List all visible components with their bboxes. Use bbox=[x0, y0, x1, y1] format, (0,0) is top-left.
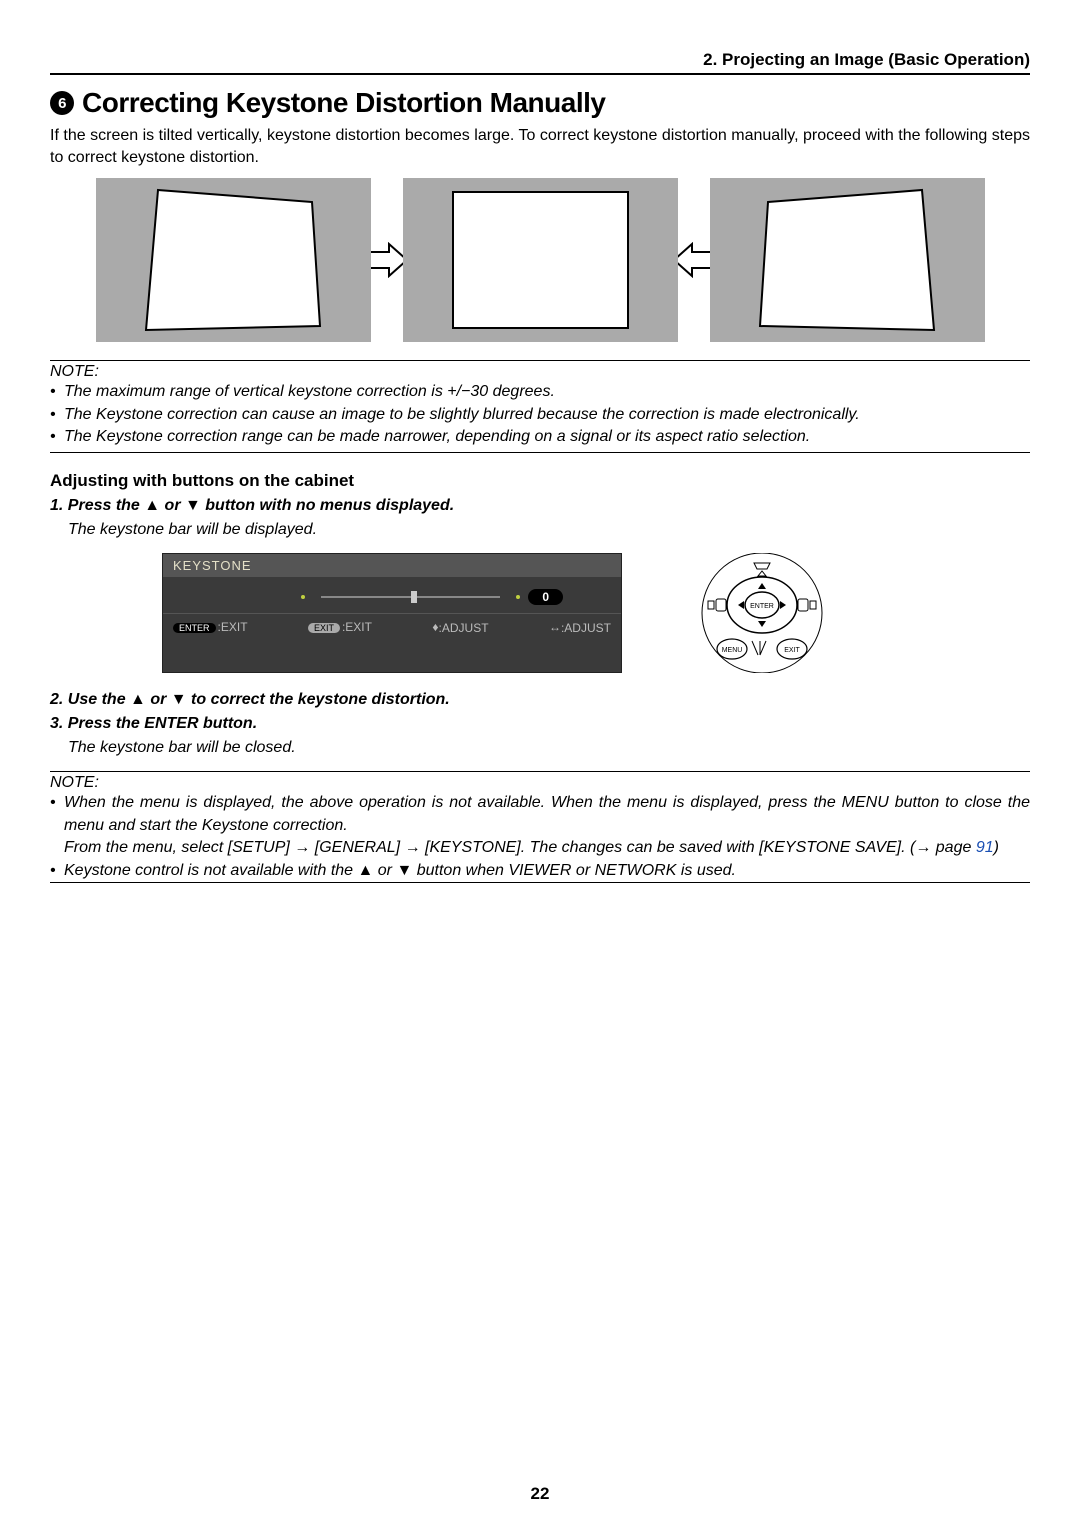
section-intro: If the screen is tilted vertically, keys… bbox=[50, 125, 1030, 168]
note2-label: NOTE: bbox=[50, 774, 1030, 792]
slider-track bbox=[321, 596, 500, 598]
osd-adjv-hint: ♦:ADJUST bbox=[432, 620, 488, 635]
slider-tick-right bbox=[516, 595, 520, 599]
step-1: 1. Press the ▲ or ▼ button with no menus… bbox=[50, 497, 1030, 515]
osd-title: KEYSTONE bbox=[163, 554, 621, 577]
svg-text:MENU: MENU bbox=[722, 647, 743, 654]
note-list-1: The maximum range of vertical keystone c… bbox=[50, 381, 1030, 448]
osd-illustration-row: KEYSTONE 0 ENTER:EXIT EXIT:EXIT ♦:ADJUST… bbox=[162, 553, 1030, 673]
page-link[interactable]: 91 bbox=[976, 839, 994, 856]
slider-thumb bbox=[411, 591, 417, 603]
slider-tick-left bbox=[301, 595, 305, 599]
note2-item-1: When the menu is displayed, the above op… bbox=[50, 792, 1030, 859]
osd-footer: ENTER:EXIT EXIT:EXIT ♦:ADJUST ↔:ADJUST bbox=[163, 613, 621, 641]
step-2: 2. Use the ▲ or ▼ to correct the keyston… bbox=[50, 691, 1030, 709]
note-label: NOTE: bbox=[50, 363, 1030, 381]
exit-pill: EXIT bbox=[308, 623, 340, 633]
osd-exit-hint: EXIT:EXIT bbox=[308, 620, 372, 635]
note1-item: The Keystone correction can cause an ima… bbox=[50, 404, 1030, 426]
svg-text:EXIT: EXIT bbox=[784, 647, 800, 654]
svg-text:ENTER: ENTER bbox=[750, 603, 774, 610]
step-3-result: The keystone bar will be closed. bbox=[68, 739, 1030, 757]
section-title-text: Correcting Keystone Distortion Manually bbox=[82, 87, 605, 119]
enter-pill: ENTER bbox=[173, 623, 216, 633]
chapter-header: 2. Projecting an Image (Basic Operation) bbox=[50, 50, 1030, 75]
note2-item-2: Keystone control is not available with t… bbox=[50, 860, 1030, 882]
diagram-before-left bbox=[96, 178, 371, 342]
note2-rule-top bbox=[50, 771, 1030, 772]
diagram-before-right bbox=[710, 178, 985, 342]
page-number: 22 bbox=[0, 1484, 1080, 1504]
note-rule-bottom bbox=[50, 452, 1030, 453]
diagram-corrected bbox=[403, 178, 678, 342]
subheading: Adjusting with buttons on the cabinet bbox=[50, 471, 1030, 491]
keystone-osd: KEYSTONE 0 ENTER:EXIT EXIT:EXIT ♦:ADJUST… bbox=[162, 553, 622, 673]
note-list-2: When the menu is displayed, the above op… bbox=[50, 792, 1030, 882]
osd-slider-row: 0 bbox=[163, 577, 621, 613]
section-heading: 6 Correcting Keystone Distortion Manuall… bbox=[50, 87, 1030, 119]
note-rule-top bbox=[50, 360, 1030, 361]
osd-enter-hint: ENTER:EXIT bbox=[173, 620, 248, 635]
note2-rule-bottom bbox=[50, 882, 1030, 883]
section-number-badge: 6 bbox=[50, 91, 74, 115]
step-1-result: The keystone bar will be displayed. bbox=[68, 521, 1030, 539]
remote-dpad-icon: ENTER MENU EXIT bbox=[692, 553, 832, 673]
step-3: 3. Press the ENTER button. bbox=[50, 715, 1030, 733]
osd-adjh-hint: ↔:ADJUST bbox=[549, 620, 611, 635]
note1-item: The maximum range of vertical keystone c… bbox=[50, 381, 1030, 403]
note1-item: The Keystone correction range can be mad… bbox=[50, 426, 1030, 448]
keystone-diagram bbox=[50, 178, 1030, 342]
osd-value: 0 bbox=[528, 589, 563, 605]
